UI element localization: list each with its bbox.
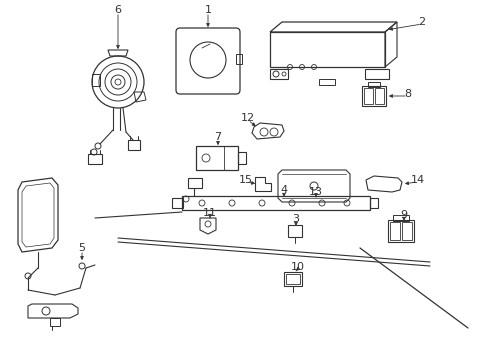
Text: 7: 7 xyxy=(214,132,221,142)
Bar xyxy=(401,222,411,240)
Text: 14: 14 xyxy=(410,175,424,185)
Bar xyxy=(389,222,399,240)
Text: 1: 1 xyxy=(204,5,211,15)
Bar xyxy=(392,215,408,221)
Bar xyxy=(269,32,384,67)
Bar xyxy=(363,88,372,104)
Bar xyxy=(285,274,299,284)
Bar xyxy=(182,196,369,210)
Bar xyxy=(367,82,379,87)
Text: 10: 10 xyxy=(290,262,305,272)
Bar xyxy=(374,88,383,104)
Bar xyxy=(284,272,302,286)
Text: 2: 2 xyxy=(418,17,425,27)
Text: 15: 15 xyxy=(239,175,252,185)
Text: 5: 5 xyxy=(79,243,85,253)
Bar xyxy=(172,198,183,208)
Bar xyxy=(387,220,413,242)
Bar xyxy=(369,198,377,208)
Bar xyxy=(196,146,238,170)
Text: 11: 11 xyxy=(203,208,217,218)
Text: 6: 6 xyxy=(114,5,121,15)
Text: 9: 9 xyxy=(400,210,407,220)
Text: 12: 12 xyxy=(241,113,255,123)
Text: 8: 8 xyxy=(404,89,411,99)
Text: 3: 3 xyxy=(292,214,299,224)
Text: 4: 4 xyxy=(280,185,287,195)
Bar xyxy=(361,86,385,106)
Text: 13: 13 xyxy=(308,187,323,197)
